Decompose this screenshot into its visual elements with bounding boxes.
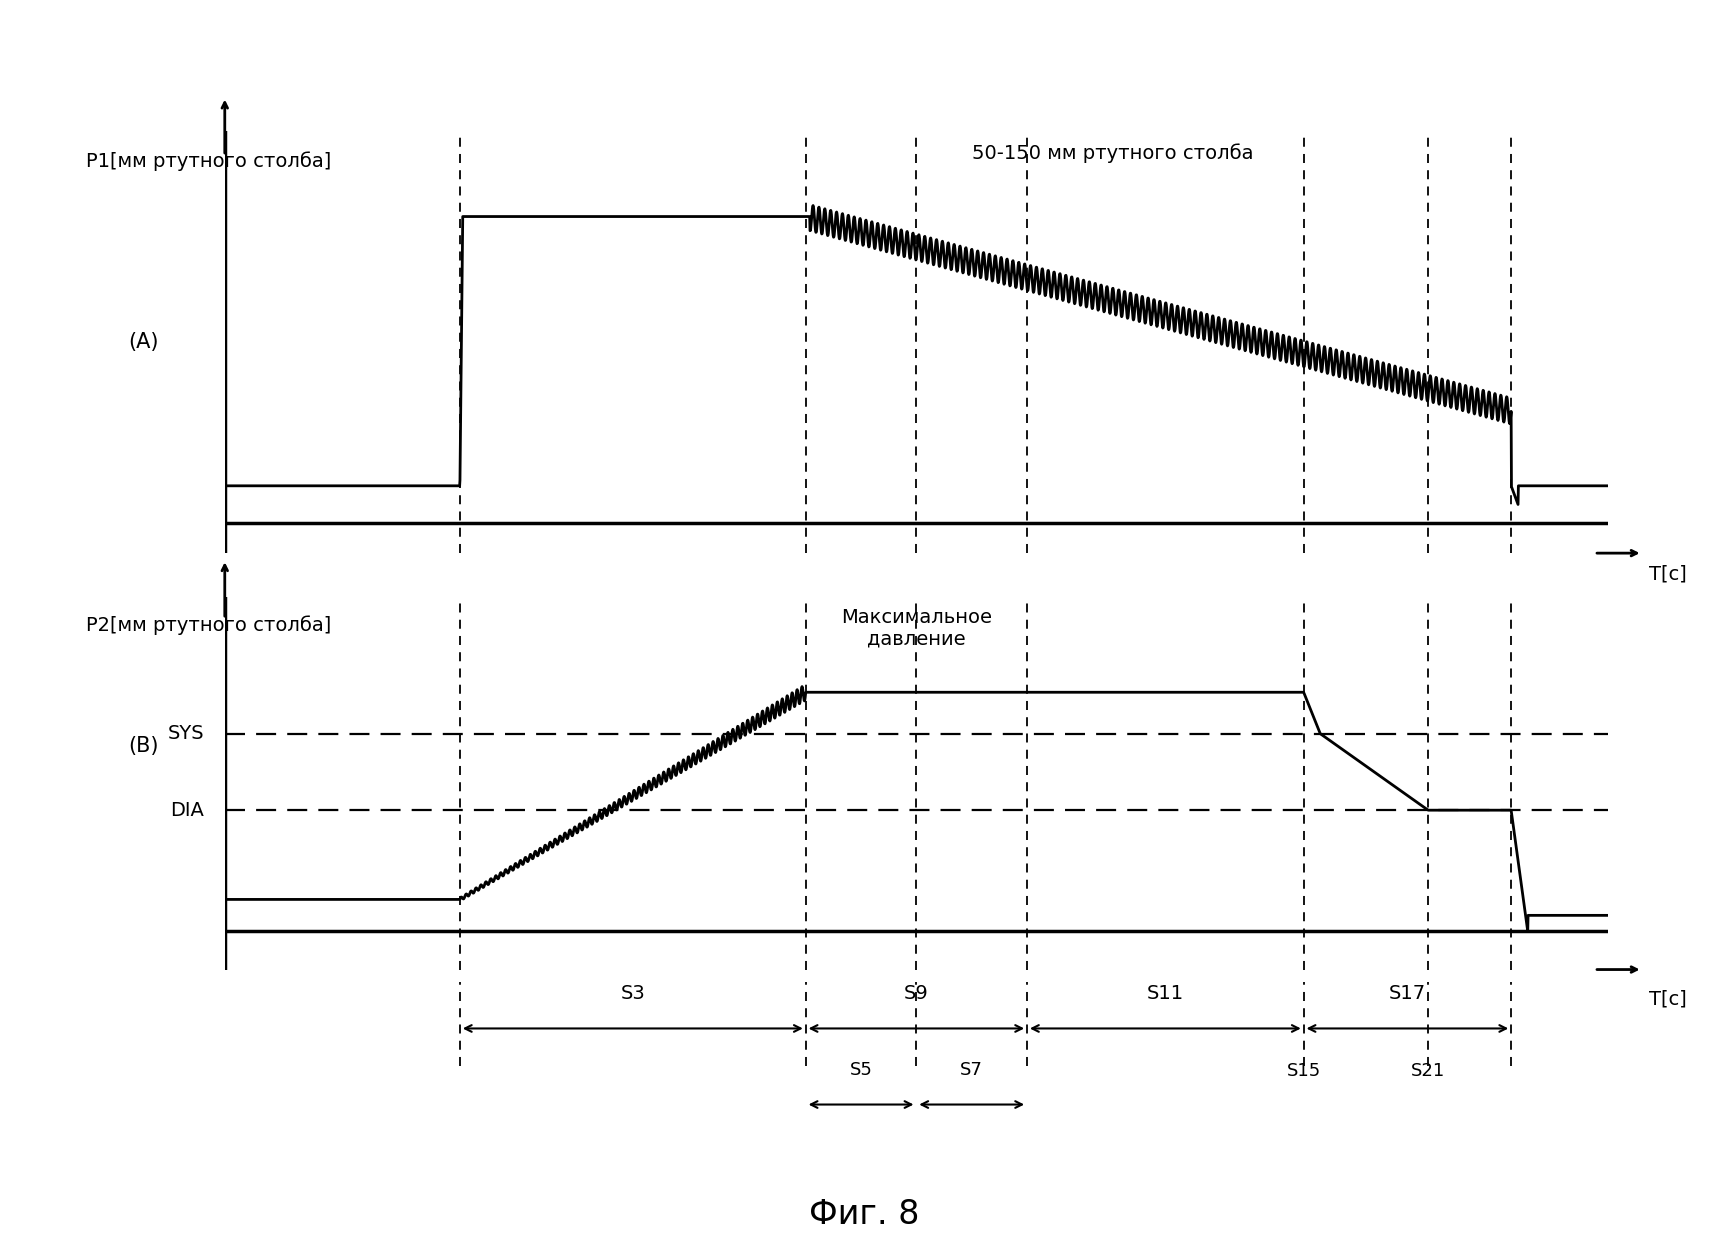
Text: S11: S11 [1146,984,1184,1003]
Text: S9: S9 [904,984,928,1003]
Text: S15: S15 [1286,1063,1321,1080]
Text: T[c]: T[c] [1649,564,1688,584]
Text: S3: S3 [621,984,645,1003]
Text: 50-150 мм ртутного столба: 50-150 мм ртутного столба [972,143,1254,163]
Text: DIA: DIA [169,800,204,819]
Text: Максимальное
давление: Максимальное давление [840,608,992,649]
Text: (В): (В) [128,736,159,756]
Text: P1[мм ртутного столба]: P1[мм ртутного столба] [86,152,332,172]
Text: P2[мм ртутного столба]: P2[мм ртутного столба] [86,615,332,635]
Text: (A): (A) [128,332,159,352]
Text: SYS: SYS [168,725,204,743]
Text: S17: S17 [1388,984,1426,1003]
Text: S5: S5 [849,1062,873,1079]
Text: Фиг. 8: Фиг. 8 [809,1197,920,1231]
Text: T[c]: T[c] [1649,989,1688,1009]
Text: S7: S7 [960,1062,984,1079]
Text: S21: S21 [1411,1063,1445,1080]
